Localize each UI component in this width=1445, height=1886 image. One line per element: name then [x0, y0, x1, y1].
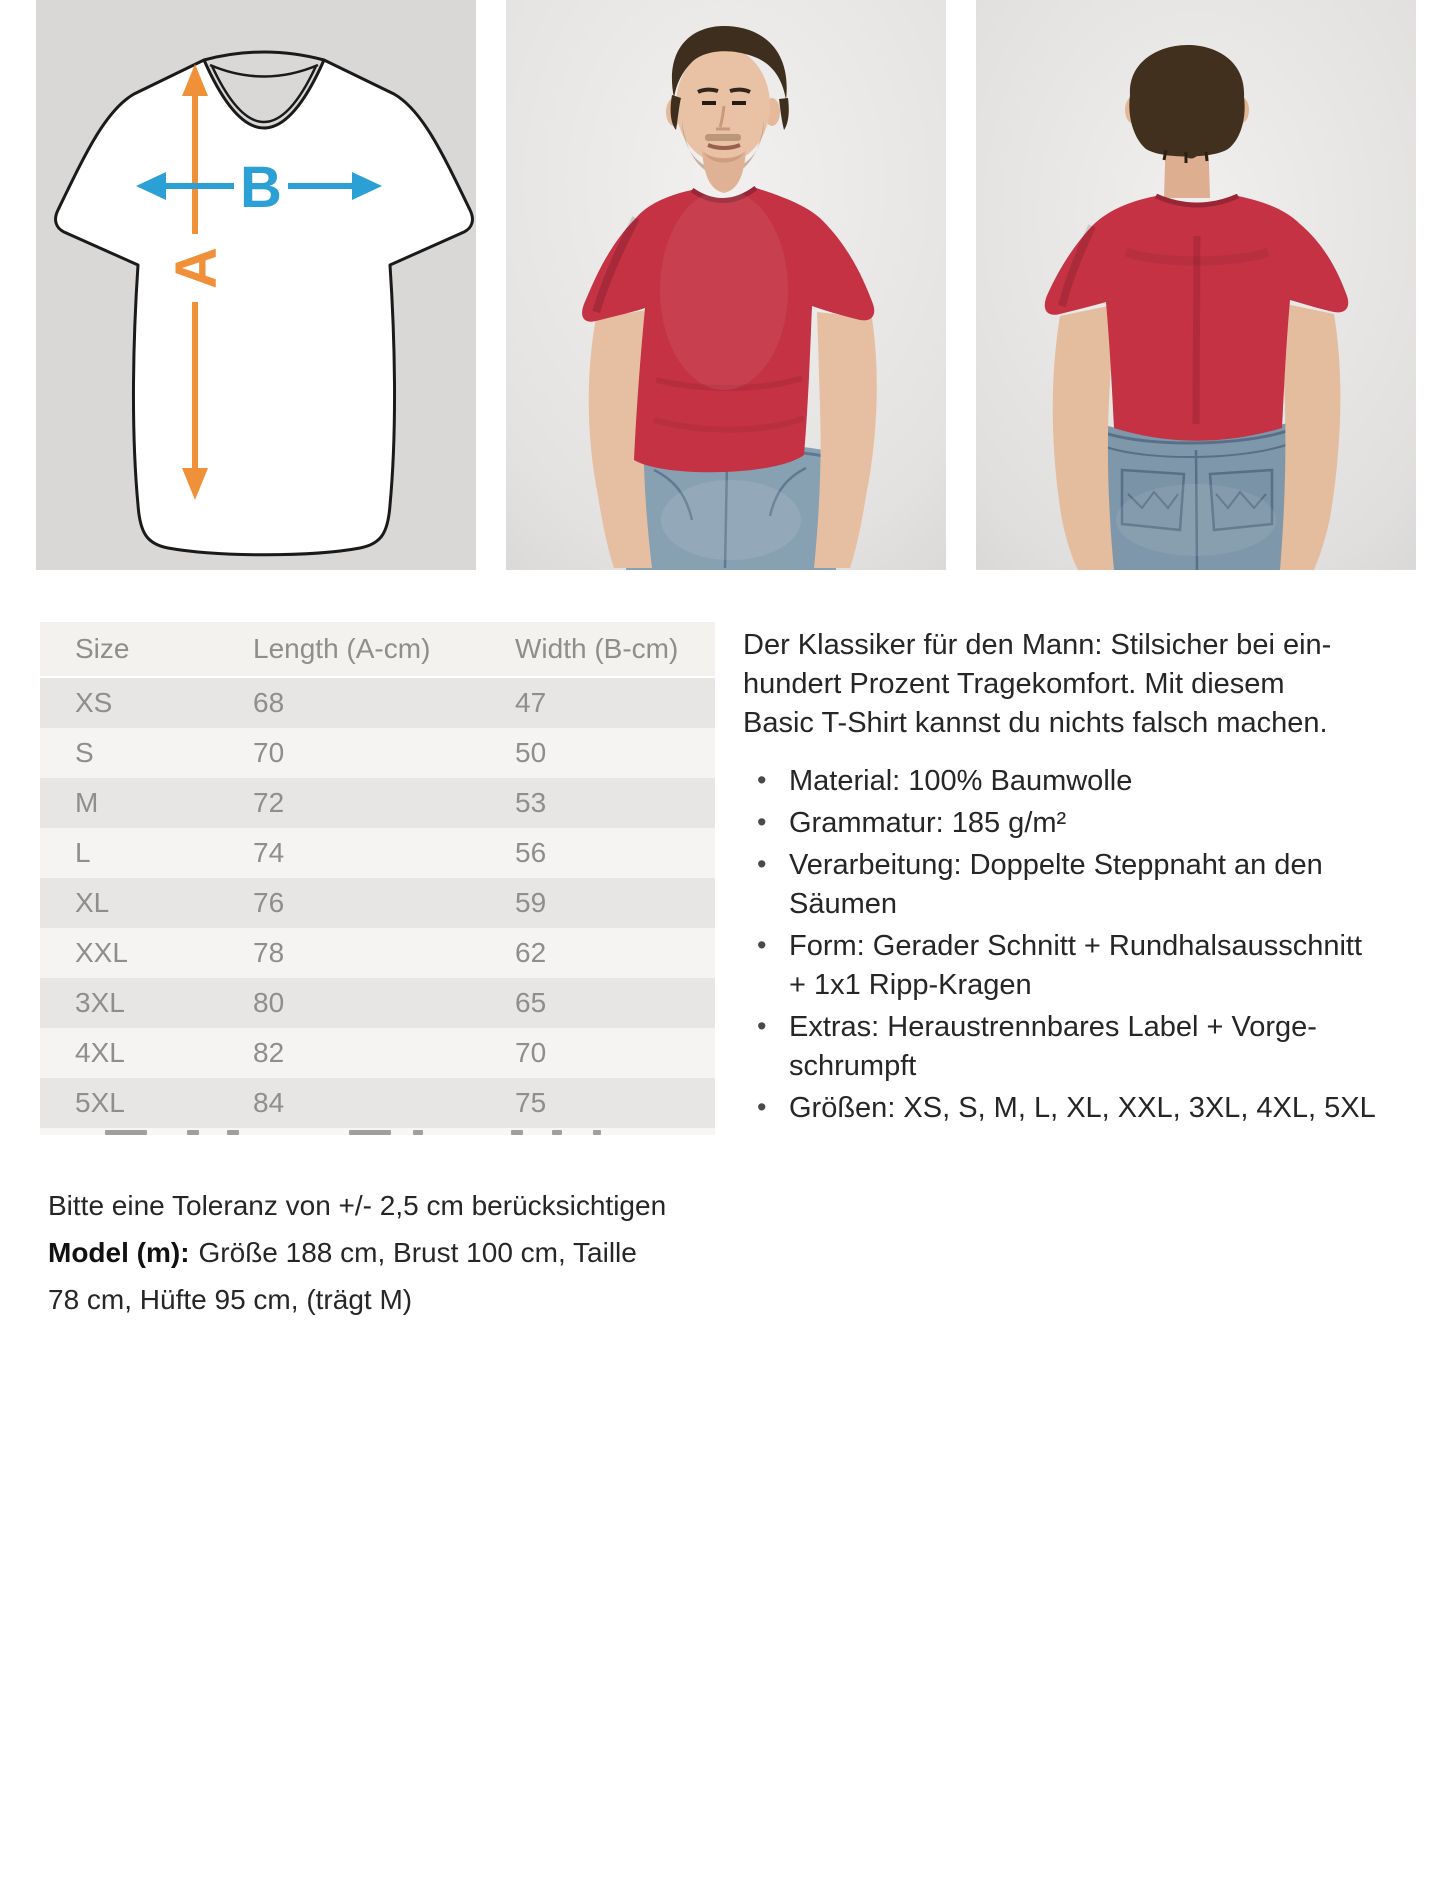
size-table-header: Size Length (A-cm) Width (B-cm)	[40, 622, 715, 678]
description-intro-line: Der Klassiker für den Mann: Stilsicher b…	[743, 629, 1332, 661]
bullet-icon: •	[757, 930, 767, 960]
table-row: XS 68 47	[40, 677, 715, 728]
label-b: B	[240, 155, 282, 220]
model-note-line1: Model (m): Größe 188 cm, Brust 100 cm, Ta…	[48, 1237, 637, 1268]
table-row: 3XL 80 65	[40, 978, 715, 1028]
model-back-photo	[976, 0, 1416, 570]
spec-item-material: • Material: 100% Baumwolle	[743, 762, 1438, 801]
spec-item-extras: • Extras: Heraustrennbares Label + Vorge…	[743, 1008, 1438, 1086]
col-header-size: Size	[40, 622, 218, 678]
spec-item-groessen: • Größen: XS, S, M, L, XL, XXL, 3XL, 4XL…	[743, 1089, 1438, 1128]
tshirt-outline-graphic: A B	[36, 0, 476, 570]
width-arrow-b: B	[136, 155, 382, 220]
spec-item-verarbeitung: • Verarbeitung: Doppelte Steppnaht an de…	[743, 846, 1438, 924]
bullet-icon: •	[757, 807, 767, 837]
table-row: M 72 53	[40, 778, 715, 828]
product-description: Der Klassiker für den Mann: Stilsicher b…	[743, 626, 1438, 1131]
bullet-icon: •	[757, 1092, 767, 1122]
bullet-icon: •	[757, 849, 767, 879]
table-row: L 74 56	[40, 828, 715, 878]
table-row: 5XL 84 75	[40, 1078, 715, 1128]
bullet-icon: •	[757, 765, 767, 795]
col-header-length: Length (A-cm)	[218, 622, 480, 678]
tolerance-note: Bitte eine Toleranz von +/- 2,5 cm berüc…	[48, 1190, 667, 1221]
model-note-label: Model (m):	[48, 1237, 190, 1268]
spec-item-form: • Form: Gerader Schnitt + Rundhalsaussch…	[743, 927, 1438, 1005]
bullet-icon: •	[757, 1011, 767, 1041]
spec-item-grammatur: • Grammatur: 185 g/m²	[743, 804, 1438, 843]
length-arrow-a: A	[164, 64, 229, 500]
description-intro-line: hundert Prozent Tragekomfort. Mit diesem	[743, 668, 1285, 700]
tolerance-and-model-note: Bitte eine Toleranz von +/- 2,5 cm berüc…	[48, 1182, 708, 1323]
model-front-photo	[506, 0, 946, 570]
cropped-row-remnant	[40, 1128, 715, 1135]
table-row: S 70 50	[40, 728, 715, 778]
col-header-width: Width (B-cm)	[480, 622, 715, 678]
spec-list: • Material: 100% Baumwolle • Grammatur: …	[743, 762, 1438, 1128]
label-a: A	[164, 247, 229, 289]
description-intro-line: Basic T-Shirt kannst du nichts falsch ma…	[743, 707, 1328, 739]
size-table: Size Length (A-cm) Width (B-cm) XS 68 47 S…	[40, 622, 715, 1128]
table-row: XL 76 59	[40, 878, 715, 928]
table-row: 4XL 82 70	[40, 1028, 715, 1078]
model-note-line2: 78 cm, Hüfte 95 cm, (trägt M)	[48, 1284, 413, 1315]
size-diagram-image: A B	[36, 0, 476, 570]
table-row: XXL 78 62	[40, 928, 715, 978]
